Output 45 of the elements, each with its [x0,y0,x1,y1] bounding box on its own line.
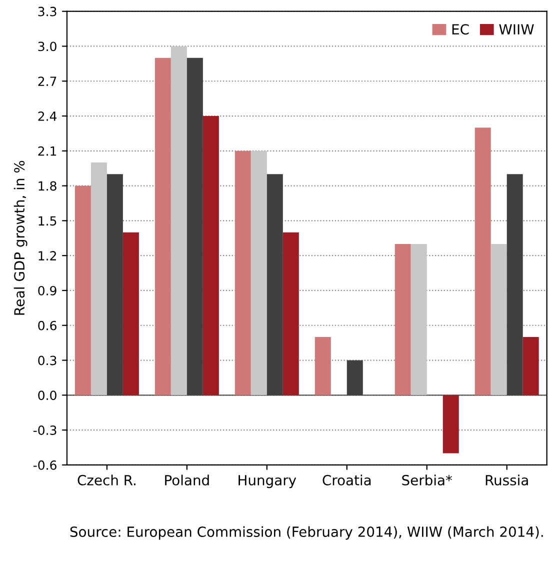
y-tick-label: 1.5 [38,216,56,226]
y-tick-label: -0.6 [33,460,56,470]
bar [506,174,523,396]
y-tick-label: 2.1 [38,146,56,156]
y-tick-label: 3.3 [38,6,56,16]
y-tick-label: 3.0 [38,42,56,52]
bar [74,186,91,396]
legend-label: EC [452,24,469,35]
y-tick-label: 1.8 [38,181,56,191]
x-tick-label: Russia [486,474,528,486]
bar [442,395,459,454]
bar [474,128,491,396]
bar [250,150,267,396]
legend-label: WIIW [499,24,534,34]
bar [394,244,411,396]
x-tick-label: Hungary [238,475,296,488]
bar [154,58,171,396]
y-axis-title: Real GDP growth, in % [14,160,28,315]
y-tick-label: 2.7 [38,76,56,86]
bar [346,360,363,396]
bar [106,174,123,396]
bar [202,116,219,396]
bar [90,162,107,396]
bar [522,337,539,396]
bar [490,244,507,396]
x-tick-label: Poland [165,474,209,486]
y-tick-label: 0.9 [38,286,56,296]
bar [282,232,299,396]
x-tick-label: Czech R. [78,474,136,486]
x-tick-label: Croatia [322,474,371,486]
bar [170,46,187,396]
y-tick-label: 0.0 [38,390,56,400]
y-tick-label: 0.3 [38,356,56,366]
y-tick-label: -0.3 [33,426,56,435]
x-tick-label: Serbia* [402,474,452,486]
bar [234,150,251,396]
source-note: Source: European Commission (February 2014), WIIW (March 2014). [70,526,543,540]
bar [186,58,203,396]
bar [266,174,283,396]
y-tick-label: 0.6 [38,320,56,330]
bar [410,244,427,396]
bar [314,337,331,396]
y-tick-label: 2.4 [38,111,57,121]
bar [122,232,139,396]
y-tick-label: 1.2 [38,251,56,260]
